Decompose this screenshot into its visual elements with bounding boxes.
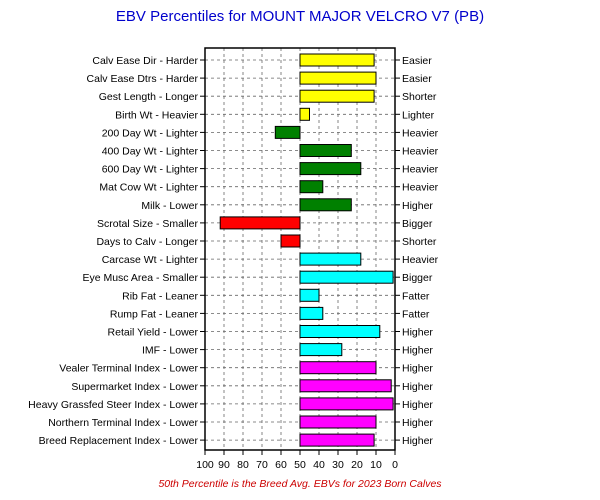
trait-label: 400 Day Wt - Lighter (102, 146, 199, 158)
trait-label: Supermarket Index - Lower (71, 381, 198, 393)
trait-label: Mat Cow Wt - Lighter (99, 182, 198, 194)
trait-direction-label: Bigger (402, 218, 433, 230)
trait-label: 200 Day Wt - Lighter (102, 127, 199, 139)
x-tick-label: 100 (196, 459, 214, 471)
trait-direction-label: Higher (402, 417, 433, 429)
x-tick-label: 60 (275, 459, 287, 471)
x-tick-label: 70 (256, 459, 268, 471)
x-tick-label: 20 (351, 459, 363, 471)
trait-bar (299, 433, 375, 447)
trait-label: Rib Fat - Leaner (122, 290, 198, 302)
trait-direction-label: Heavier (402, 146, 439, 158)
trait-direction-label: Easier (402, 55, 432, 67)
trait-bar (299, 144, 352, 157)
trait-direction-label: Heavier (402, 182, 439, 194)
trait-bar (299, 288, 320, 302)
x-tick-label: 30 (332, 459, 344, 471)
trait-direction-label: Easier (402, 73, 432, 85)
trait-bar (299, 415, 377, 429)
trait-label: Rump Fat - Leaner (110, 308, 199, 320)
trait-bar (299, 162, 362, 176)
trait-bar (299, 397, 394, 411)
trait-direction-label: Higher (402, 435, 433, 447)
trait-bar (219, 216, 301, 230)
trait-label: Birth Wt - Heavier (115, 109, 198, 121)
trait-bar (299, 71, 377, 85)
trait-label: 600 Day Wt - Lighter (102, 164, 199, 176)
trait-label: Calv Ease Dir - Harder (92, 55, 198, 67)
trait-label: Scrotal Size - Smaller (97, 218, 198, 230)
trait-bar (299, 107, 310, 121)
trait-label: Northern Terminal Index - Lower (48, 417, 198, 429)
trait-label: Gest Length - Longer (99, 91, 199, 103)
x-tick-label: 50 (294, 459, 306, 471)
trait-direction-label: Higher (402, 381, 433, 393)
x-tick-label: 80 (237, 459, 249, 471)
label-layer: Calv Ease Dir - Harder Easier Calv Ease Dt… (28, 55, 439, 447)
trait-bar (299, 306, 324, 320)
trait-label: Eye Musc Area - Smaller (82, 272, 198, 284)
trait-bar (299, 180, 324, 194)
trait-direction-label: Heavier (402, 127, 439, 139)
trait-direction-label: Heavier (402, 254, 439, 266)
trait-direction-label: Shorter (402, 91, 437, 103)
trait-bar (299, 89, 375, 103)
trait-bar (299, 252, 362, 266)
bar-layer (219, 53, 394, 447)
trait-direction-label: Heavier (402, 164, 439, 176)
trait-bar (299, 198, 352, 212)
trait-label: Carcase Wt - Lighter (102, 254, 199, 266)
trait-direction-label: Fatter (402, 290, 430, 302)
trait-bar (299, 53, 375, 67)
trait-direction-label: Fatter (402, 308, 430, 320)
trait-label: Vealer Terminal Index - Lower (59, 363, 198, 375)
trait-label: Calv Ease Dtrs - Harder (87, 73, 199, 85)
trait-label: Milk - Lower (141, 200, 198, 212)
trait-direction-label: Higher (402, 363, 433, 375)
trait-bar (280, 234, 301, 248)
x-tick-label: 0 (392, 459, 398, 471)
trait-label: Days to Calv - Longer (96, 236, 198, 248)
trait-label: Breed Replacement Index - Lower (39, 435, 199, 447)
trait-bar (299, 343, 343, 357)
trait-bar (299, 379, 392, 393)
trait-bar (299, 361, 377, 375)
x-tick-label: 10 (370, 459, 382, 471)
trait-bar (274, 125, 301, 139)
trait-label: IMF - Lower (142, 345, 199, 357)
trait-label: Retail Yield - Lower (108, 327, 199, 339)
trait-direction-label: Lighter (402, 109, 435, 121)
trait-bar (299, 325, 381, 338)
trait-bar (299, 270, 394, 284)
trait-direction-label: Bigger (402, 272, 433, 284)
trait-direction-label: Shorter (402, 236, 437, 248)
chart-title: EBV Percentiles for MOUNT MAJOR VELCRO V… (116, 8, 484, 25)
x-tick-label: 90 (218, 459, 230, 471)
trait-direction-label: Higher (402, 327, 433, 339)
tick-layer: 100 90 80 70 60 50 40 30 20 10 0 (196, 450, 398, 471)
trait-direction-label: Higher (402, 399, 433, 411)
trait-direction-label: Higher (402, 345, 433, 357)
chart-footnote: 50th Percentile is the Breed Avg. EBVs f… (158, 478, 442, 490)
x-tick-label: 40 (313, 459, 325, 471)
grid-layer (205, 48, 395, 450)
trait-direction-label: Higher (402, 200, 433, 212)
trait-label: Heavy Grassfed Steer Index - Lower (28, 399, 198, 411)
